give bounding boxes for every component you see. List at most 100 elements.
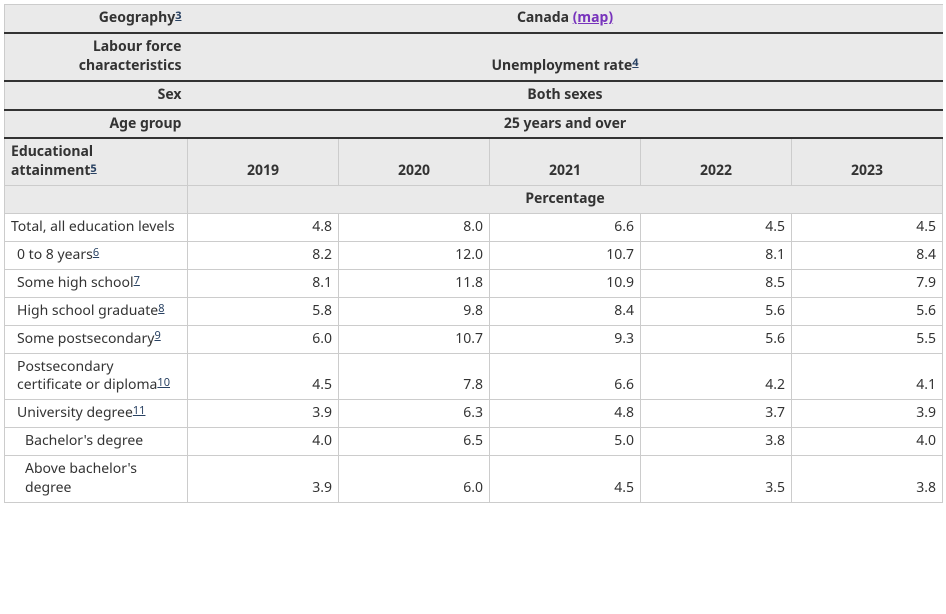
footnote-link-4[interactable]: 4 [632,55,638,70]
data-cell: 4.2 [641,353,792,400]
table-row: Postsecondary certificate or diploma104.… [5,353,943,400]
data-cell: 4.5 [641,214,792,242]
row-label-text: 0 to 8 years [17,245,93,264]
data-cell: 7.8 [339,353,490,400]
footnote-link-9[interactable]: 9 [154,328,160,343]
row-label: Bachelor's degree [5,428,188,456]
row-label-text: Postsecondary certificate or diploma [17,357,157,395]
data-cell: 6.6 [490,214,641,242]
row-label-text: Bachelor's degree [25,431,143,450]
data-cell: 5.0 [490,428,641,456]
data-cell: 8.1 [641,242,792,270]
year-col-1: 2020 [339,138,490,185]
data-cell: 6.0 [339,456,490,503]
table-row: Some postsecondary96.010.79.35.65.5 [5,325,943,353]
footnote-link-3[interactable]: 3 [175,8,181,23]
geography-value: Canada [517,8,569,27]
header-row-age: Age group 25 years and over [5,110,943,139]
data-cell: 5.6 [792,297,943,325]
header-row-geography: Geography3 Canada (map) [5,5,943,33]
data-cell: 4.0 [792,428,943,456]
data-cell: 4.5 [792,214,943,242]
row-label: Total, all education levels [5,214,188,242]
geography-label: Geography [99,8,175,27]
data-cell: 4.0 [188,428,339,456]
table-row: Above bachelor's degree 3.96.04.53.53.8 [5,456,943,503]
data-cell: 10.9 [490,269,641,297]
data-cell: 10.7 [490,242,641,270]
unit-row: Percentage [5,186,943,214]
data-cell: 3.8 [641,428,792,456]
row-label-text: Total, all education levels [11,217,175,236]
data-cell: 4.8 [188,214,339,242]
row-label-text: University degree [17,403,133,422]
footnote-link-6[interactable]: 6 [93,245,99,260]
data-cell: 6.0 [188,325,339,353]
data-cell: 9.8 [339,297,490,325]
sex-value-cell: Both sexes [188,81,943,110]
row-label-text: High school graduate [17,301,158,320]
header-row-years: Educational attainment5 2019 2020 2021 2… [5,138,943,185]
row-label: Postsecondary certificate or diploma10 [5,353,188,400]
age-value-cell: 25 years and over [188,110,943,139]
edu-label-cell: Educational attainment5 [5,138,188,185]
data-cell: 9.3 [490,325,641,353]
data-cell: 10.7 [339,325,490,353]
data-cell: 8.1 [188,269,339,297]
table-row: University degree113.96.34.83.73.9 [5,400,943,428]
age-label-cell: Age group [5,110,188,139]
data-cell: 5.6 [641,325,792,353]
data-cell: 8.4 [490,297,641,325]
data-cell: 3.9 [188,400,339,428]
row-label: Some high school7 [5,269,188,297]
data-cell: 4.8 [490,400,641,428]
data-cell: 6.6 [490,353,641,400]
geography-value-cell: Canada (map) [188,5,943,33]
table-row: Some high school78.111.810.98.57.9 [5,269,943,297]
footnote-link-8[interactable]: 8 [158,301,164,316]
header-row-labour: Labour force characteristics Unemploymen… [5,33,943,81]
data-cell: 11.8 [339,269,490,297]
data-cell: 8.5 [641,269,792,297]
labour-value-cell: Unemployment rate4 [188,33,943,81]
data-cell: 5.6 [641,297,792,325]
geography-label-cell: Geography3 [5,5,188,33]
data-cell: 6.5 [339,428,490,456]
year-col-2: 2021 [490,138,641,185]
data-table: Geography3 Canada (map) Labour force cha… [4,4,943,503]
footnote-link-7[interactable]: 7 [134,273,140,288]
row-label: Some postsecondary9 [5,325,188,353]
data-cell: 6.3 [339,400,490,428]
year-col-3: 2022 [641,138,792,185]
map-link[interactable]: (map) [573,8,613,27]
row-label-text: Some postsecondary [17,329,154,348]
sex-label-cell: Sex [5,81,188,110]
table-row: Total, all education levels4.88.06.64.54… [5,214,943,242]
footnote-link-10[interactable]: 10 [157,375,170,390]
year-col-4: 2023 [792,138,943,185]
table-row: Bachelor's degree4.06.55.03.84.0 [5,428,943,456]
data-cell: 4.5 [188,353,339,400]
footnote-link-11[interactable]: 11 [133,403,146,418]
row-label-text: Above bachelor's degree [25,459,137,497]
table-row: High school graduate85.89.88.45.65.6 [5,297,943,325]
header-row-sex: Sex Both sexes [5,81,943,110]
data-cell: 8.0 [339,214,490,242]
data-cell: 3.7 [641,400,792,428]
edu-label: Educational attainment [11,142,93,180]
data-cell: 3.9 [188,456,339,503]
data-cell: 5.5 [792,325,943,353]
row-label: University degree11 [5,400,188,428]
labour-label-cell: Labour force characteristics [5,33,188,81]
row-label-text: Some high school [17,273,134,292]
row-label: High school graduate8 [5,297,188,325]
data-cell: 8.2 [188,242,339,270]
row-label: 0 to 8 years6 [5,242,188,270]
data-cell: 4.5 [490,456,641,503]
data-cell: 3.5 [641,456,792,503]
footnote-link-5[interactable]: 5 [90,161,96,176]
data-cell: 3.8 [792,456,943,503]
data-cell: 7.9 [792,269,943,297]
data-cell: 5.8 [188,297,339,325]
row-label: Above bachelor's degree [5,456,188,503]
